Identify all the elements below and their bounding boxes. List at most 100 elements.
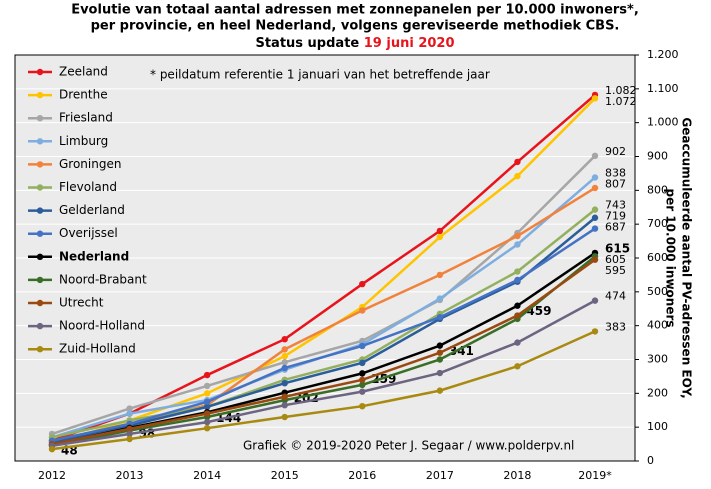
end-label: 719 bbox=[605, 210, 626, 223]
legend-label: Overijssel bbox=[59, 226, 118, 240]
data-point bbox=[436, 356, 444, 363]
y-axis-label: Geaccumuleerde aantal PV-adressen EOY, bbox=[680, 117, 694, 398]
data-point bbox=[359, 342, 366, 350]
data-point bbox=[359, 370, 366, 377]
legend-label: Utrecht bbox=[59, 296, 104, 310]
legend-label: Nederland bbox=[59, 249, 129, 263]
data-point bbox=[359, 376, 366, 383]
data-point bbox=[591, 214, 599, 221]
y-tick-label: 700 bbox=[647, 217, 668, 230]
data-point bbox=[436, 233, 444, 241]
data-point bbox=[514, 312, 521, 319]
y-tick-label: 100 bbox=[647, 420, 668, 433]
series-line bbox=[51, 93, 596, 442]
y-axis-label: per 10.000 inwoners bbox=[664, 188, 678, 327]
legend-label: Friesland bbox=[59, 111, 113, 125]
data-point bbox=[436, 314, 444, 321]
legend-label: Flevoland bbox=[59, 180, 117, 194]
data-point bbox=[436, 387, 444, 394]
end-label: 838 bbox=[605, 166, 626, 179]
end-label: 687 bbox=[605, 221, 626, 234]
y-tick-label: 1.100 bbox=[647, 82, 679, 95]
y-tick-label: 200 bbox=[647, 386, 668, 399]
y-tick-label: 800 bbox=[647, 183, 668, 196]
end-label: 807 bbox=[605, 177, 626, 190]
data-point bbox=[203, 371, 211, 379]
y-tick-label: 400 bbox=[647, 319, 668, 332]
data-point bbox=[126, 430, 133, 438]
y-tick-label: 600 bbox=[647, 251, 668, 264]
y-tick-label: 1.200 bbox=[647, 48, 679, 61]
x-tick-label: 2013 bbox=[116, 469, 144, 482]
data-point bbox=[359, 388, 366, 395]
data-point bbox=[281, 401, 288, 409]
data-point bbox=[203, 403, 211, 411]
credit: Grafiek © 2019-2020 Peter J. Segaar / ww… bbox=[243, 439, 574, 453]
data-point bbox=[281, 413, 288, 421]
data-point bbox=[514, 241, 521, 248]
data-point bbox=[359, 381, 366, 389]
chart-title: per provincie, en heel Nederland, volgen… bbox=[91, 19, 620, 34]
series-line bbox=[51, 216, 596, 444]
legend-marker bbox=[36, 68, 44, 76]
series-line bbox=[51, 154, 596, 436]
legend-marker bbox=[36, 207, 44, 214]
data-point bbox=[281, 364, 288, 372]
series-line bbox=[51, 208, 596, 439]
data-point bbox=[436, 227, 444, 235]
legend-marker bbox=[36, 322, 44, 330]
legend-label: Groningen bbox=[59, 157, 121, 171]
y-tick-label: 0 bbox=[647, 454, 654, 467]
end-label: 1.082 bbox=[605, 84, 637, 97]
y-tick-label: 300 bbox=[647, 353, 668, 366]
data-point bbox=[514, 363, 521, 370]
legend-marker bbox=[36, 91, 44, 99]
end-label: 902 bbox=[605, 145, 626, 158]
series-line bbox=[51, 227, 596, 442]
x-tick-label: 2019* bbox=[578, 469, 612, 482]
legend-label: Noord-Holland bbox=[59, 319, 145, 333]
data-point bbox=[203, 424, 211, 432]
legend-label: Zeeland bbox=[59, 65, 108, 79]
data-point bbox=[591, 225, 599, 232]
data-point bbox=[591, 152, 599, 160]
data-point bbox=[126, 435, 133, 443]
chart-title: Evolutie van totaal aantal adressen met … bbox=[71, 3, 639, 18]
data-point bbox=[359, 359, 366, 367]
data-point bbox=[359, 307, 366, 314]
data-point bbox=[436, 295, 444, 302]
x-tick-label: 2012 bbox=[38, 469, 66, 482]
data-point bbox=[48, 445, 56, 453]
legend-label: Noord-Brabant bbox=[59, 272, 147, 286]
legend-marker bbox=[36, 230, 44, 237]
data-point bbox=[359, 402, 366, 410]
y-tick-label: 900 bbox=[647, 150, 668, 163]
data-point bbox=[436, 271, 444, 279]
data-point bbox=[126, 405, 133, 412]
data-point bbox=[281, 359, 288, 366]
y-tick-label: 500 bbox=[647, 285, 668, 298]
end-label: 743 bbox=[605, 199, 626, 212]
data-point bbox=[514, 158, 521, 166]
data-point bbox=[514, 302, 521, 309]
data-point bbox=[591, 184, 599, 192]
data-point bbox=[514, 339, 521, 346]
data-point bbox=[514, 172, 521, 180]
data-point bbox=[591, 206, 599, 213]
data-point bbox=[591, 328, 599, 335]
data-point bbox=[281, 346, 288, 353]
data-point bbox=[359, 280, 366, 288]
x-tick-label: 2016 bbox=[348, 469, 376, 482]
data-point bbox=[436, 342, 444, 349]
legend-marker bbox=[36, 115, 44, 122]
status-text: Status update bbox=[255, 36, 359, 51]
legend-marker bbox=[36, 299, 44, 307]
note: * peildatum referentie 1 januari van het… bbox=[150, 68, 490, 82]
legend-marker bbox=[36, 253, 44, 260]
data-point bbox=[203, 418, 211, 426]
legend-marker bbox=[36, 276, 44, 284]
data-point bbox=[591, 95, 599, 102]
legend-marker bbox=[36, 346, 44, 353]
end-label: 605 bbox=[605, 253, 626, 266]
